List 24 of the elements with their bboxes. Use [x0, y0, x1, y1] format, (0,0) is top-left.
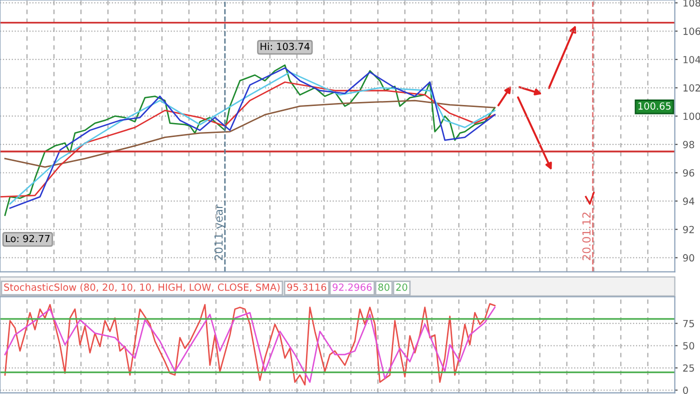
annotation: Lo: 92.77 — [6, 234, 50, 242]
y-tick-label: 75 — [683, 320, 694, 328]
ref-line-label: 80 — [378, 284, 390, 291]
y-tick-label: 50 — [683, 342, 694, 350]
y-tick-label: 106 — [684, 28, 700, 35]
y-tick-label: 102 — [684, 84, 700, 92]
y-tick-label: 92 — [683, 226, 694, 234]
ref-line-label: 20 — [396, 284, 408, 291]
y-tick-label: 25 — [683, 364, 694, 372]
text: 92.2966 — [332, 284, 372, 291]
chart-title: StochasticSlow (80, 20, 10, 10, HIGH, LOW, CLOSE, SMA) — [4, 283, 280, 292]
annotation: Hi: 103.74 — [260, 42, 310, 50]
y-tick-label: 98 — [683, 140, 694, 148]
y-tick-label: 96 — [683, 169, 694, 177]
annotation: 20.01.12 — [582, 212, 591, 260]
line-series — [4, 100, 496, 168]
y-tick-label: 94 — [683, 198, 694, 205]
y-tick-label: 104 — [684, 56, 700, 64]
y-tick-label: 0 — [683, 386, 688, 394]
annotation: 100.65 — [638, 102, 671, 110]
y-tick-label: 100 — [684, 112, 700, 120]
text: 95.3116 — [287, 284, 326, 291]
annotation: 2011 year — [214, 204, 225, 260]
y-tick-label: 90 — [683, 254, 694, 262]
